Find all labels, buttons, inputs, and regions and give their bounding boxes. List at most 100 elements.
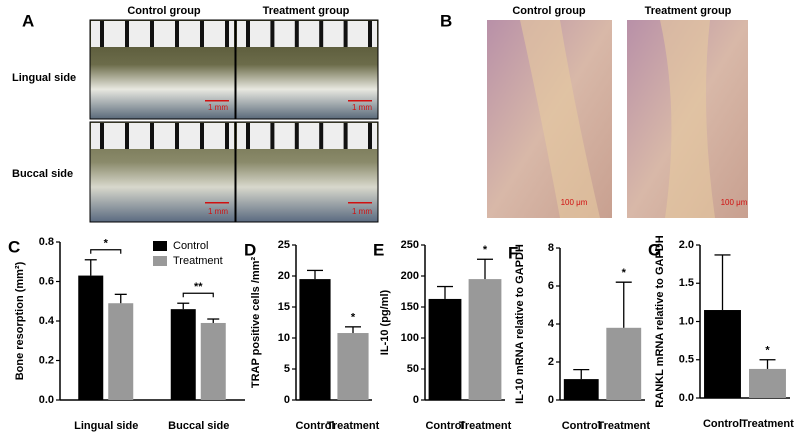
- x-tick-label: Buccal side: [168, 420, 229, 432]
- ruler-tick: [368, 21, 372, 47]
- y-tick-label: 0.8: [39, 236, 54, 248]
- annotation: *: [622, 267, 627, 279]
- row-title: Buccal side: [12, 168, 73, 180]
- scale-bar: [348, 100, 372, 102]
- bar: [200, 322, 226, 400]
- panel-letter: D: [244, 240, 256, 259]
- scale-label: 1 mm: [208, 103, 228, 112]
- annotation: *: [765, 345, 770, 357]
- y-tick-label: 2.0: [679, 239, 694, 251]
- column-title: Control group: [512, 5, 586, 17]
- tissue: [660, 20, 715, 218]
- y-tick-label: 200: [401, 270, 419, 282]
- ruler-tick: [270, 21, 275, 47]
- legend-swatch: [153, 256, 167, 266]
- x-tick-label: Treatment: [459, 420, 512, 432]
- scale-bar: [205, 100, 229, 102]
- ruler-tick: [343, 21, 348, 47]
- ruler-tick: [100, 123, 104, 149]
- tissue: [520, 20, 600, 218]
- x-tick-label: Lingual side: [74, 420, 138, 432]
- ruler-tick: [150, 123, 154, 149]
- panel-letter: A: [22, 11, 34, 30]
- ruler-tick: [270, 123, 275, 149]
- y-tick-label: 0: [413, 394, 419, 406]
- bar: [749, 368, 786, 398]
- bar: [468, 279, 502, 400]
- column-title: Treatment group: [645, 5, 732, 17]
- ruler-tick: [368, 123, 372, 149]
- y-tick-label: 2: [548, 356, 554, 368]
- y-axis-label: RANKL mRNA relative to GAPDH: [654, 235, 666, 407]
- y-tick-label: 0: [284, 394, 290, 406]
- x-tick-label: Control: [425, 420, 464, 432]
- scale-label: 1 mm: [352, 207, 372, 216]
- scale-bar: [348, 202, 372, 204]
- ruler-tick: [343, 123, 348, 149]
- photo-panels: A Control group Treatment group Lingual …: [12, 5, 748, 223]
- y-tick-label: 6: [548, 280, 554, 292]
- bar: [704, 310, 741, 398]
- bar: [78, 275, 104, 400]
- annotation: *: [104, 238, 109, 250]
- x-tick-label: Control: [703, 418, 742, 430]
- bar: [337, 333, 369, 400]
- y-tick-label: 0: [548, 394, 554, 406]
- y-tick-label: 1.0: [679, 315, 694, 327]
- ruler: [91, 123, 234, 149]
- ruler-tick: [125, 21, 129, 47]
- scale-label: 1 mm: [352, 103, 372, 112]
- ruler-tick: [175, 123, 179, 149]
- bar: [428, 298, 462, 400]
- y-tick-label: 0.6: [39, 275, 54, 287]
- x-tick-label: Treatment: [597, 420, 650, 432]
- scale-bar: [205, 202, 229, 204]
- ruler-tick: [100, 21, 104, 47]
- annotation: *: [483, 244, 488, 256]
- significance-bracket: [182, 292, 214, 298]
- scale-label: 1 mm: [208, 207, 228, 216]
- ruler: [237, 21, 377, 47]
- legend-swatch: [153, 241, 167, 251]
- ruler-tick: [246, 21, 250, 47]
- scale-label: 100 μm: [561, 198, 588, 207]
- ruler-tick: [225, 123, 229, 149]
- x-tick-label: Control: [295, 420, 334, 432]
- y-tick-label: 4: [548, 318, 555, 330]
- y-tick-label: 150: [401, 301, 419, 313]
- y-tick-label: 50: [407, 363, 419, 375]
- y-tick-label: 0.4: [39, 315, 55, 327]
- ruler: [91, 21, 234, 47]
- ruler-tick: [294, 21, 299, 47]
- ruler-tick: [175, 21, 179, 47]
- bar: [563, 379, 599, 400]
- y-tick-label: 10: [278, 332, 290, 344]
- y-tick-label: 25: [278, 239, 290, 251]
- row-title: Lingual side: [12, 72, 76, 84]
- panel-letter: F: [508, 243, 518, 262]
- annotation: **: [194, 281, 203, 293]
- ruler-tick: [225, 21, 229, 47]
- ruler: [237, 123, 377, 149]
- column-title: Control group: [127, 5, 201, 17]
- y-tick-label: 8: [548, 242, 554, 254]
- panel-letter: E: [373, 240, 384, 259]
- ruler-tick: [200, 21, 204, 47]
- y-tick-label: 15: [278, 301, 290, 313]
- y-axis-label: Bone resorption (mm²): [14, 261, 26, 380]
- ruler-tick: [319, 123, 324, 149]
- legend-label: Control: [173, 240, 208, 252]
- annotation: *: [351, 312, 356, 324]
- x-tick-label: Treatment: [327, 420, 380, 432]
- x-tick-label: Treatment: [741, 418, 794, 430]
- ruler-tick: [319, 21, 324, 47]
- y-axis-label: TRAP positive cells /mm²: [250, 257, 262, 389]
- significance-bracket: [90, 249, 122, 254]
- panel-letter: B: [440, 11, 452, 30]
- bar: [108, 303, 134, 400]
- bar: [299, 279, 331, 400]
- y-tick-label: 0.2: [39, 354, 54, 366]
- y-tick-label: 5: [284, 363, 290, 375]
- y-axis-label: IL-10 mRNA relative to GAPDH: [514, 244, 526, 404]
